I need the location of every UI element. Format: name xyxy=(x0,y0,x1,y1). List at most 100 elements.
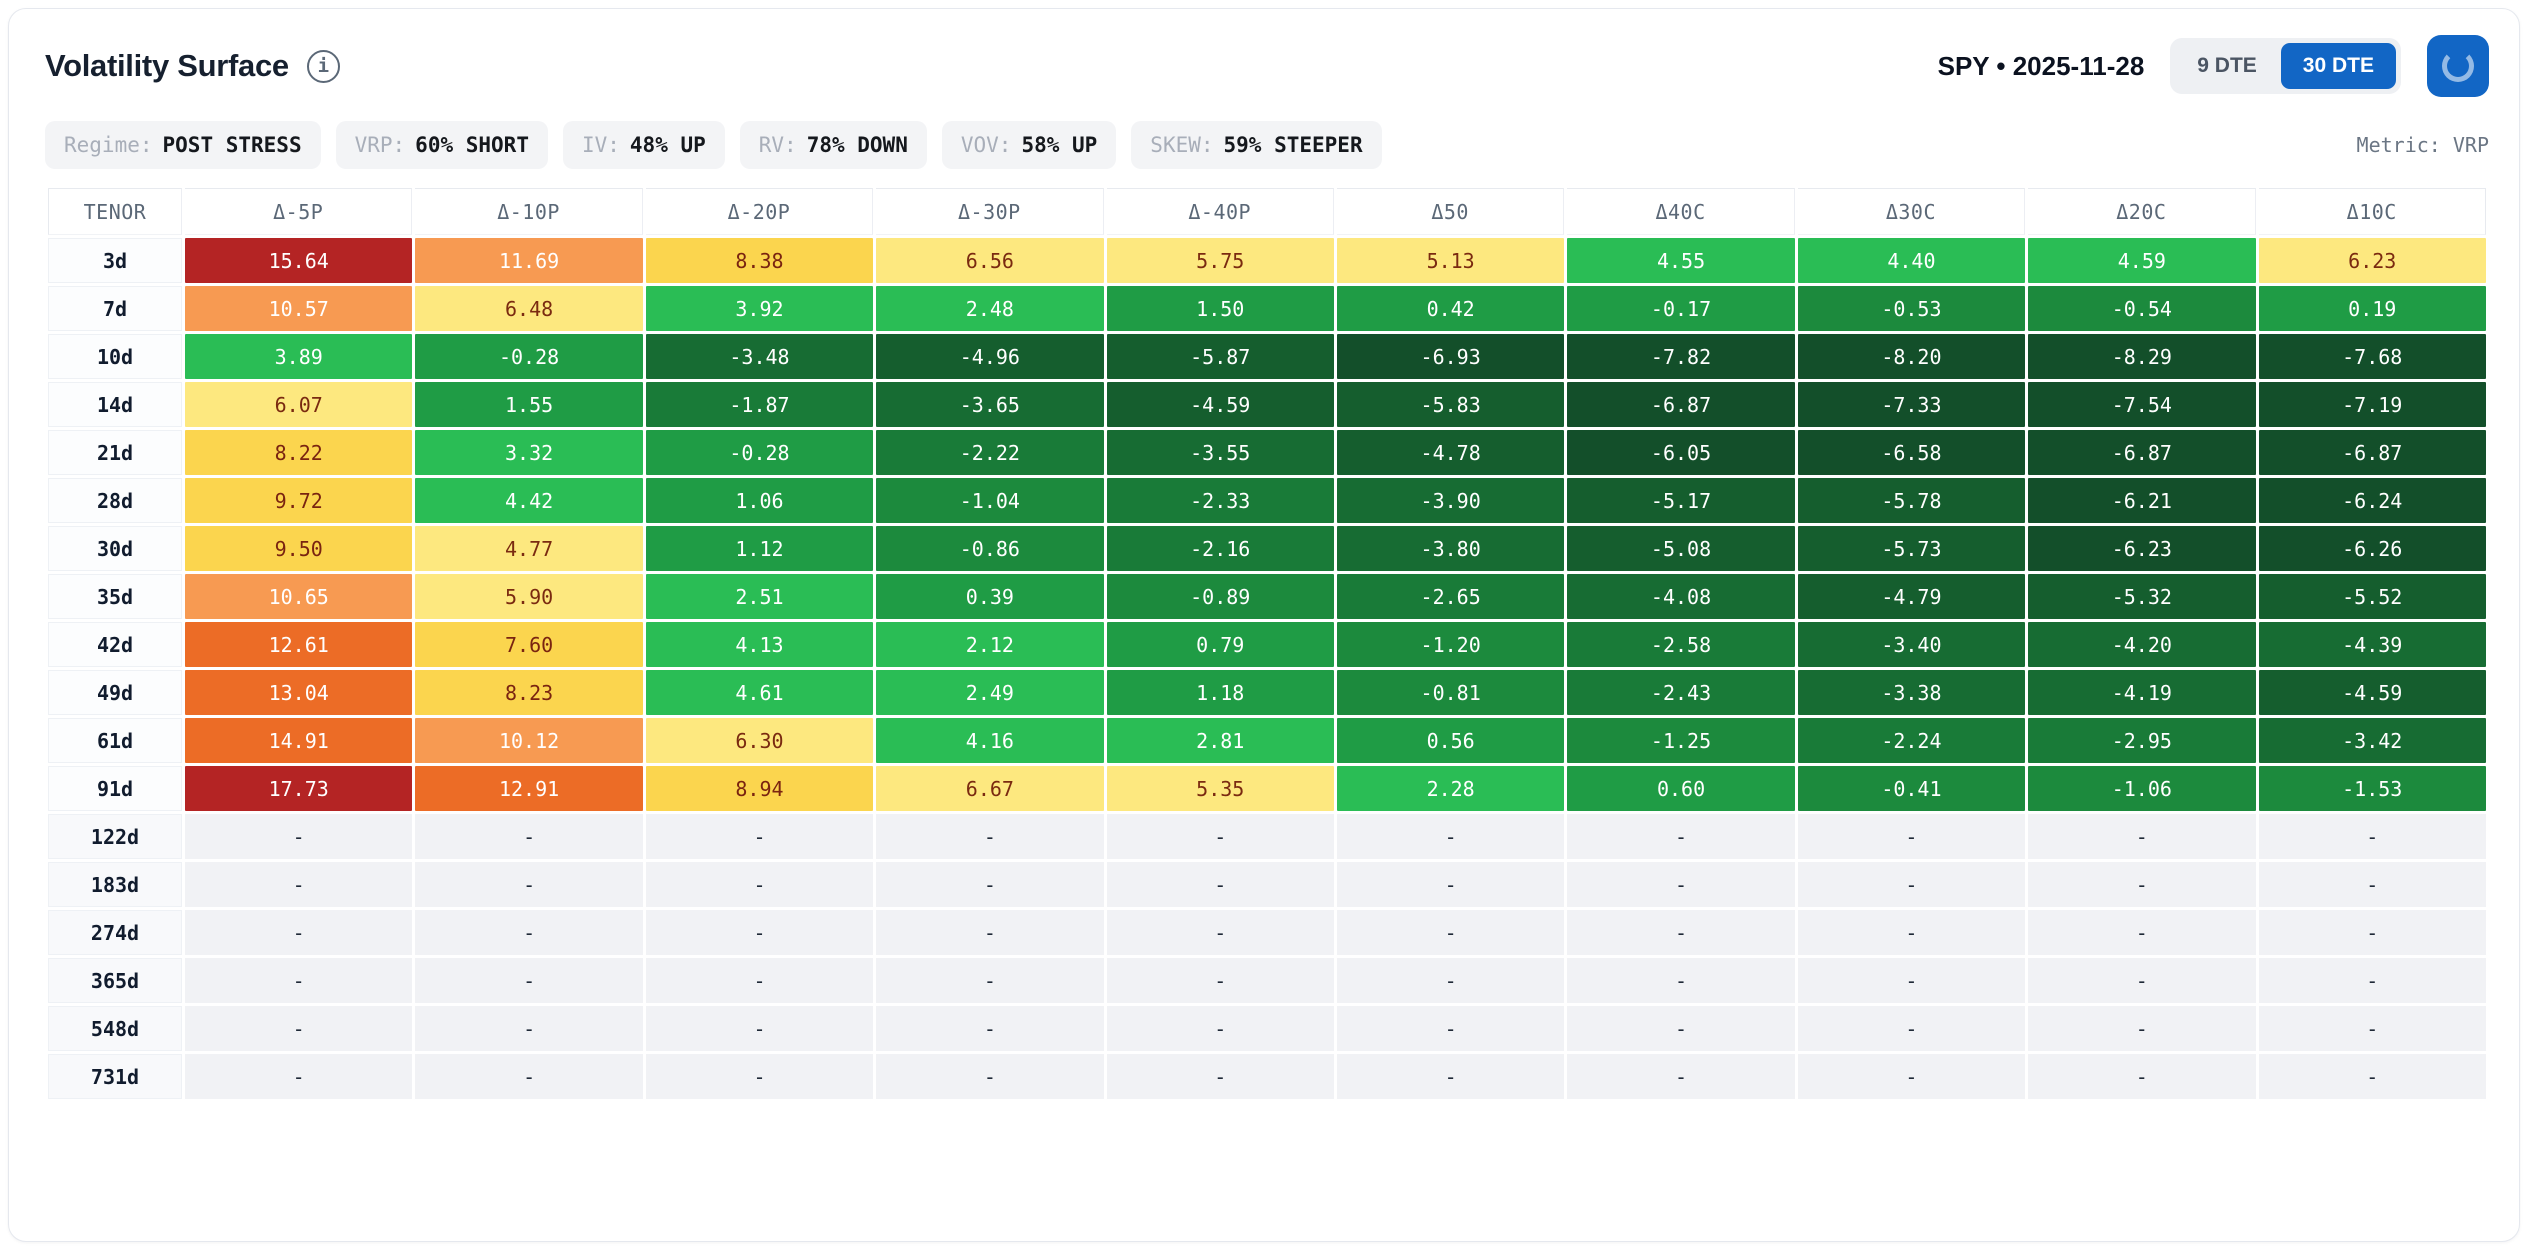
surface-cell: 3.32 xyxy=(415,430,643,475)
surface-cell: -8.29 xyxy=(2028,334,2256,379)
surface-cell: -0.89 xyxy=(1106,574,1334,619)
badge-value: 78% DOWN xyxy=(806,133,908,157)
surface-table-wrap: TENOR Δ-5P Δ-10P Δ-20P Δ-30P Δ-40P Δ50 Δ40C Δ30C… xyxy=(9,185,2519,1102)
surface-cell: -5.73 xyxy=(1797,526,2026,571)
surface-cell: -1.25 xyxy=(1567,718,1795,763)
tenor-cell: 35d xyxy=(48,574,182,619)
surface-cell: - xyxy=(1106,910,1334,955)
surface-cell: 8.22 xyxy=(185,430,413,475)
surface-cell: - xyxy=(415,814,643,859)
table-row-91d: 91d 17.73 12.91 8.94 6.67 5.35 2.28 0.60 -0.41 -1… xyxy=(48,766,2486,811)
table-row-49d: 49d 13.04 8.23 4.61 2.49 1.18 -0.81 -2.43 -3.38-… xyxy=(48,670,2486,715)
surface-cell: 11.69 xyxy=(415,238,643,283)
surface-cell: 9.50 xyxy=(185,526,413,571)
tenor-cell: 731d xyxy=(48,1054,182,1099)
surface-cell: - xyxy=(1106,1006,1334,1051)
surface-cell: - xyxy=(1797,814,2026,859)
dte-option-30[interactable]: 30 DTE xyxy=(2280,43,2396,89)
surface-cell: 1.18 xyxy=(1106,670,1334,715)
volatility-surface-card: Volatility Surface i SPY • 2025-11-28 9 … xyxy=(8,8,2520,1242)
surface-cell: -5.87 xyxy=(1106,334,1334,379)
table-row-10d: 10d 3.89 -0.28 -3.48 -4.96 -5.87 -6.93 -7.82 -8.… xyxy=(48,334,2486,379)
surface-cell: -2.58 xyxy=(1567,622,1795,667)
table-row-35d: 35d 10.65 5.90 2.51 0.39 -0.89 -2.65 -4.08 -4.79… xyxy=(48,574,2486,619)
surface-cell: - xyxy=(1336,814,1565,859)
tenor-cell: 274d xyxy=(48,910,182,955)
surface-cell: -7.19 xyxy=(2258,382,2486,427)
surface-cell: 4.55 xyxy=(1567,238,1795,283)
surface-cell: 4.13 xyxy=(645,622,874,667)
column-header: Δ40C xyxy=(1567,188,1795,235)
surface-cell: - xyxy=(2028,958,2256,1003)
tenor-cell: 30d xyxy=(48,526,182,571)
refresh-button[interactable] xyxy=(2427,35,2489,97)
surface-cell: 4.77 xyxy=(415,526,643,571)
surface-cell: 2.51 xyxy=(645,574,874,619)
surface-cell: 17.73 xyxy=(185,766,413,811)
surface-cell: -7.68 xyxy=(2258,334,2486,379)
badge-value: 60% SHORT xyxy=(415,133,529,157)
surface-cell: - xyxy=(1336,958,1565,1003)
surface-cell: 6.67 xyxy=(876,766,1104,811)
surface-cell: 5.35 xyxy=(1106,766,1334,811)
info-icon[interactable]: i xyxy=(306,49,340,83)
surface-cell: - xyxy=(876,862,1104,907)
surface-cell: -2.22 xyxy=(876,430,1104,475)
surface-cell: 0.56 xyxy=(1336,718,1565,763)
surface-cell: -2.16 xyxy=(1106,526,1334,571)
surface-cell: -1.53 xyxy=(2258,766,2486,811)
surface-cell: -6.24 xyxy=(2258,478,2486,523)
badge-value: 59% STEEPER xyxy=(1223,133,1363,157)
symbol-date-label: SPY • 2025-11-28 xyxy=(1937,50,2145,81)
surface-cell: 15.64 xyxy=(185,238,413,283)
surface-cell: -0.17 xyxy=(1567,286,1795,331)
surface-cell: 6.23 xyxy=(2258,238,2486,283)
column-header: Δ50 xyxy=(1336,188,1565,235)
badge-label: VOV: xyxy=(960,133,1012,157)
badge-label: RV: xyxy=(758,133,797,157)
surface-cell: 10.12 xyxy=(415,718,643,763)
surface-cell: - xyxy=(2028,862,2256,907)
badge-label: Regime: xyxy=(64,133,153,157)
surface-cell: 2.48 xyxy=(876,286,1104,331)
surface-cell: - xyxy=(645,862,874,907)
surface-cell: - xyxy=(876,910,1104,955)
surface-cell: - xyxy=(876,1054,1104,1099)
surface-cell: -2.33 xyxy=(1106,478,1334,523)
surface-cell: - xyxy=(185,814,413,859)
surface-cell: -6.87 xyxy=(1567,382,1795,427)
column-header: Δ10C xyxy=(2258,188,2486,235)
surface-cell: - xyxy=(876,814,1104,859)
surface-cell: - xyxy=(876,1006,1104,1051)
dte-option-9[interactable]: 9 DTE xyxy=(2175,43,2279,89)
surface-cell: 6.07 xyxy=(185,382,413,427)
tenor-cell: 365d xyxy=(48,958,182,1003)
tenor-cell: 3d xyxy=(48,238,182,283)
badge-label: SKEW: xyxy=(1150,133,1214,157)
dte-toggle: 9 DTE 30 DTE xyxy=(2170,38,2401,94)
surface-cell: - xyxy=(1797,958,2026,1003)
surface-cell: - xyxy=(2258,1006,2486,1051)
table-row-7d: 7d 10.57 6.48 3.92 2.48 1.50 0.42 -0.17 -0.53 -0.… xyxy=(48,286,2486,331)
surface-cell: - xyxy=(1567,814,1795,859)
table-row-274d: 274d - - - - - - - - - - xyxy=(48,910,2486,955)
surface-cell: -7.33 xyxy=(1797,382,2026,427)
top-bar: Volatility Surface i SPY • 2025-11-28 9 … xyxy=(9,9,2519,97)
surface-cell: - xyxy=(2258,814,2486,859)
surface-cell: 1.06 xyxy=(645,478,874,523)
tenor-cell: 10d xyxy=(48,334,182,379)
surface-cell: 7.60 xyxy=(415,622,643,667)
surface-cell: - xyxy=(1797,910,2026,955)
badge-vrp: VRP: 60% SHORT xyxy=(335,121,548,169)
column-header: TENOR xyxy=(48,188,182,235)
surface-cell: - xyxy=(2028,814,2256,859)
surface-cell: -2.24 xyxy=(1797,718,2026,763)
surface-cell: 4.61 xyxy=(645,670,874,715)
surface-cell: -0.53 xyxy=(1797,286,2026,331)
tenor-cell: 14d xyxy=(48,382,182,427)
tenor-cell: 91d xyxy=(48,766,182,811)
surface-cell: - xyxy=(1567,1054,1795,1099)
surface-cell: -4.19 xyxy=(2028,670,2256,715)
surface-cell: - xyxy=(415,1054,643,1099)
surface-cell: 0.39 xyxy=(876,574,1104,619)
